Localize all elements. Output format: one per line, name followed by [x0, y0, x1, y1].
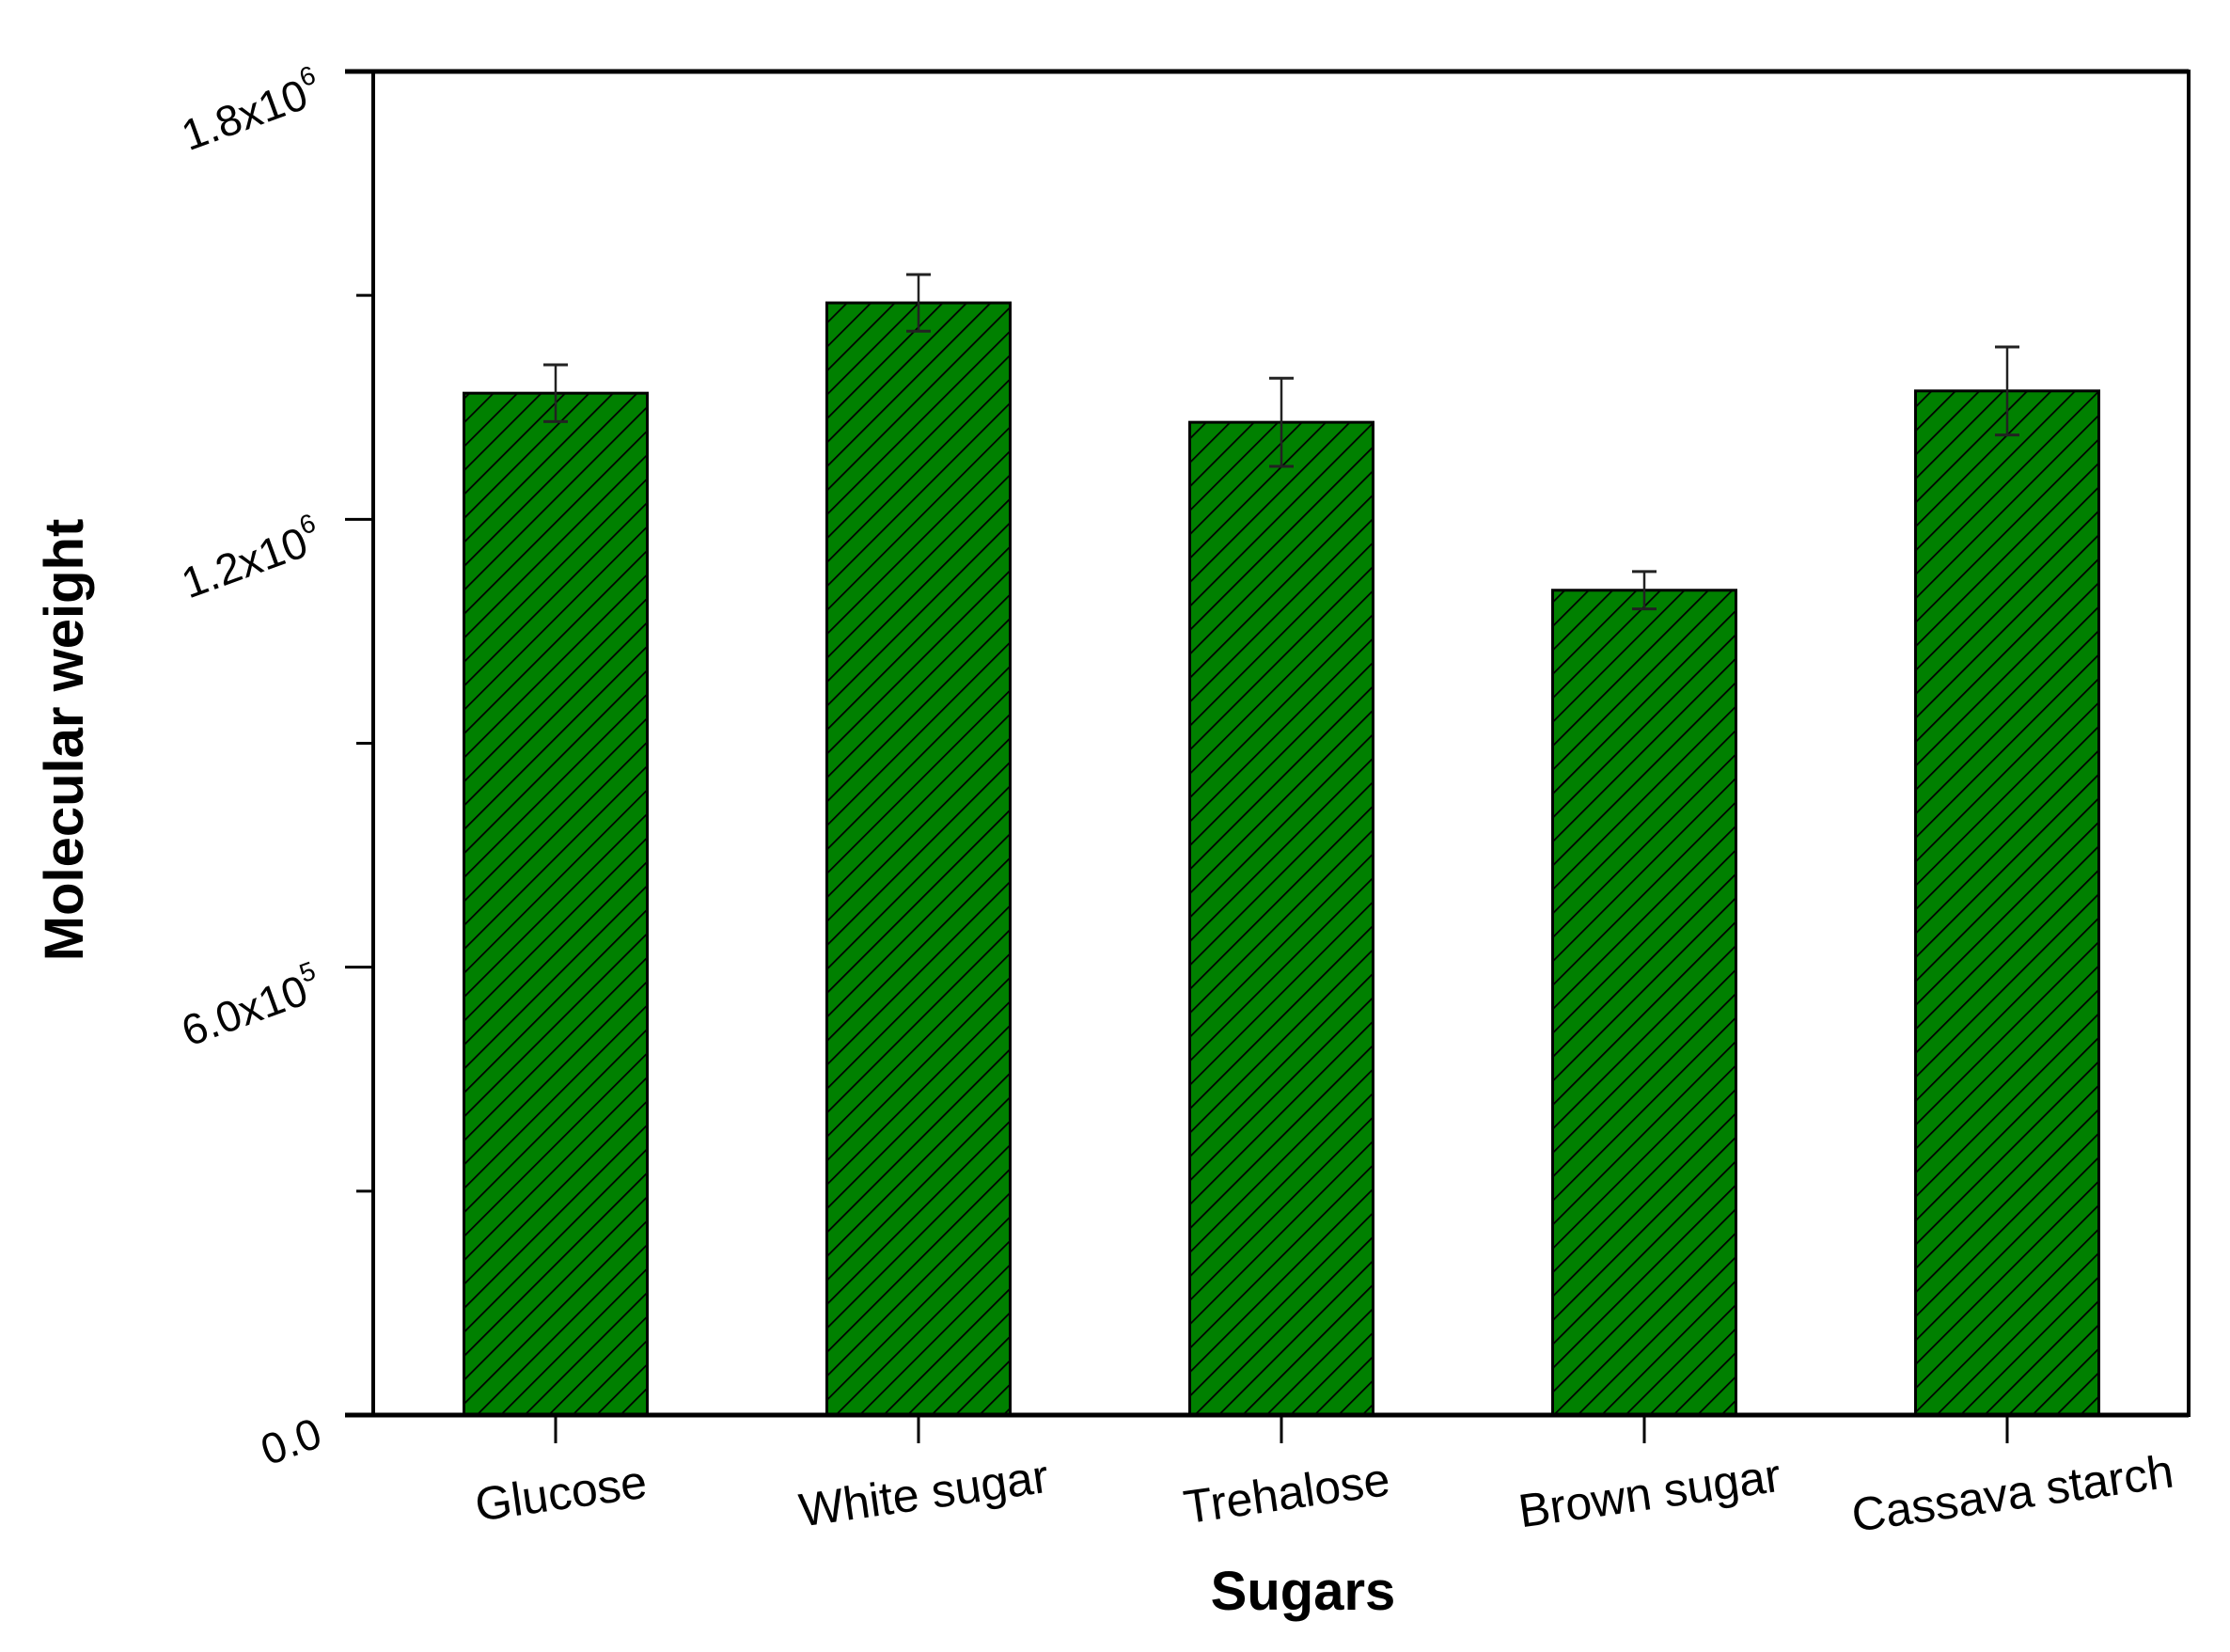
y-tick-label: 6.0x105 — [173, 956, 327, 1056]
bar-trehalose — [1188, 420, 1374, 1417]
x-tick-label: Brown sugar — [1515, 1449, 1784, 1538]
x-axis-title: Sugars — [1211, 1561, 1396, 1622]
x-tick-label: Trehalose — [1181, 1453, 1393, 1534]
bar-cassava-starch — [1914, 389, 2100, 1417]
y-tick-label: 1.8x106 — [173, 60, 327, 160]
bar-white-sugar — [825, 301, 1012, 1417]
bar-glucose — [463, 391, 649, 1417]
y-axis-title: Molecular weight — [34, 519, 95, 962]
x-tick-label: Cassava starch — [1848, 1444, 2176, 1541]
error-bars-group — [543, 273, 2019, 611]
bar-brown-sugar — [1551, 589, 1737, 1417]
bars-group — [463, 301, 2100, 1417]
y-tick-label: 1.2x106 — [173, 508, 327, 607]
y-axis: 0.0 6.0x105 1.2x106 1.8x106 — [173, 60, 373, 1474]
y-tick-label: 0.0 — [255, 1408, 328, 1475]
x-tick-label: White sugar — [796, 1450, 1052, 1537]
x-tick-label: Glucose — [472, 1455, 650, 1532]
